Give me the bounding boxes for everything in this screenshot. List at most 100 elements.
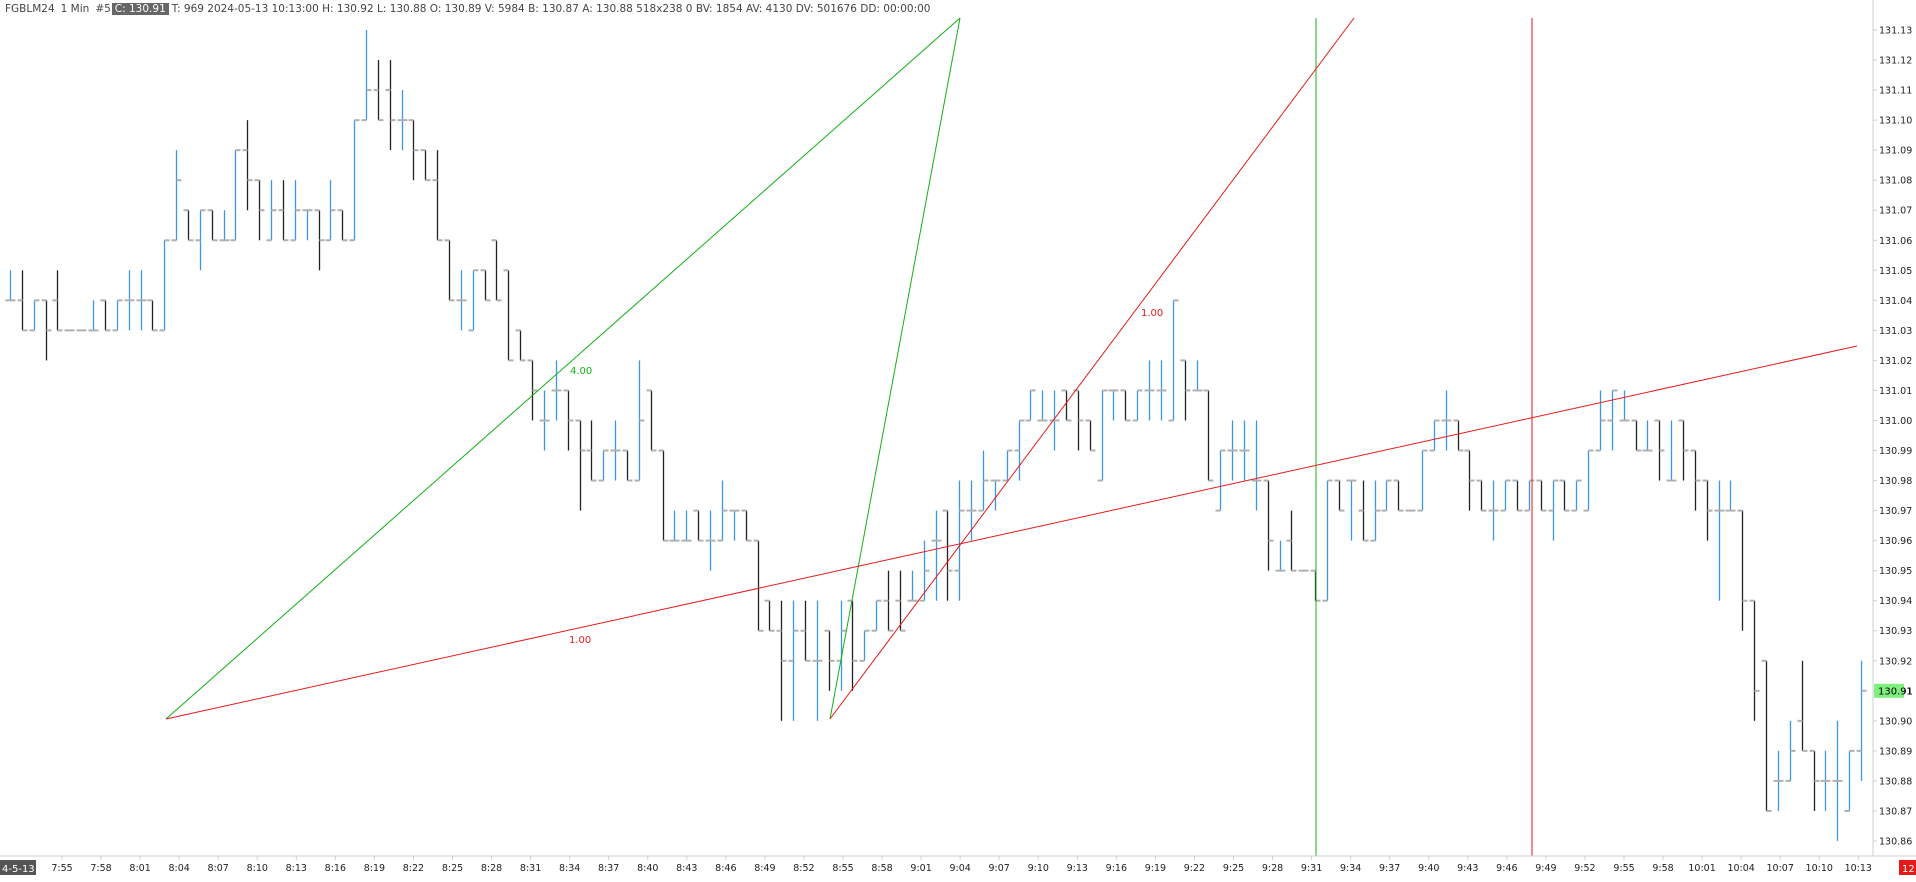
ohlc-bar — [1215, 449, 1226, 512]
ohlc-bar — [325, 180, 336, 242]
ohlc-bar — [1334, 479, 1345, 512]
x-tick-label: 8:49 — [754, 863, 775, 874]
ohlc-bar — [1049, 390, 1060, 451]
ohlc-bar — [1500, 479, 1511, 512]
ohlc-bar — [551, 360, 562, 421]
y-tick-label: 131.04 — [1879, 296, 1912, 307]
date-label: 4-5-13 — [2, 864, 35, 875]
y-tick-label: 131.13 — [1879, 26, 1912, 37]
ohlc-bar — [136, 270, 147, 331]
ohlc-bar — [1275, 540, 1286, 572]
y-tick-label: 131.08 — [1879, 176, 1912, 187]
x-tick-label: 8:01 — [129, 863, 150, 874]
x-tick-label: 9:52 — [1574, 863, 1595, 874]
x-tick-label: 9:58 — [1652, 863, 1673, 874]
x-tick-label: 8:13 — [286, 863, 307, 874]
ohlc-bar — [5, 270, 16, 302]
ohlc-bar — [1559, 479, 1570, 512]
x-tick-label: 10:13 — [1845, 863, 1872, 874]
ohlc-bars — [5, 30, 1867, 841]
red-trendline-shallow[interactable] — [165, 345, 1858, 720]
ohlc-bar — [1263, 479, 1274, 571]
ohlc-bar — [622, 449, 633, 482]
y-tick-label: 131.05 — [1879, 266, 1912, 277]
corner-badge: 12 — [1902, 864, 1915, 875]
drawing-objects[interactable]: 4.00 1.00 1.00 — [165, 17, 1858, 856]
y-tick-label: 130.96 — [1879, 536, 1912, 547]
green-trendline-steep[interactable] — [829, 17, 961, 720]
ohlc-bar — [1737, 509, 1748, 631]
ohlc-bar — [753, 539, 764, 632]
ohlc-bar — [29, 299, 40, 332]
green-trendline-up[interactable] — [165, 17, 961, 720]
ohlc-bar — [171, 150, 182, 242]
x-tick-label: 8:52 — [793, 863, 814, 874]
last-price-marker: 130.91 — [1874, 683, 1913, 698]
ohlc-bar — [1251, 420, 1262, 511]
x-tick-label: 9:49 — [1535, 863, 1556, 874]
y-axis-ticks: 131.13 131.12 131.11 131.10 131.09 131.08 131.… — [1873, 26, 1912, 847]
ohlc-bar — [610, 420, 621, 481]
symbol-label: FGBLM24 — [5, 2, 55, 15]
x-tick-label: 8:28 — [481, 863, 502, 874]
ohlc-bar — [361, 30, 372, 122]
ohlc-bar — [1085, 419, 1096, 452]
ohlc-bar — [931, 510, 942, 601]
x-tick-label: 9:28 — [1262, 863, 1283, 874]
ohlc-bar — [1192, 360, 1203, 392]
ohlc-bar — [1441, 390, 1452, 451]
ohlc-bar — [207, 209, 218, 242]
ohlc-bar — [729, 509, 740, 541]
ohlc-bar — [397, 90, 408, 151]
ohlc-bar — [1678, 419, 1689, 481]
ohlc-bar — [1144, 360, 1155, 421]
ohlc-bar — [1464, 449, 1475, 511]
ohlc-bar — [586, 420, 597, 482]
ohlc-bar — [444, 239, 455, 302]
ohlc-bar — [254, 179, 265, 241]
x-tick-label: 9:01 — [910, 863, 931, 874]
ohlc-bar — [1690, 449, 1701, 511]
ohlc-bar — [990, 479, 1001, 511]
ohlc-bar — [1002, 449, 1013, 482]
last-price-label: 130.91 — [1878, 686, 1913, 697]
y-tick-label: 130.98 — [1879, 476, 1912, 487]
bar-details: T: 969 2024-05-13 10:13:00 H: 130.92 L: … — [171, 2, 931, 15]
x-tick-label: 10:10 — [1806, 863, 1833, 874]
ohlc-bar — [634, 360, 645, 482]
ohlc-bar — [575, 419, 586, 511]
x-tick-label: 9:13 — [1067, 863, 1088, 874]
ohlc-bar — [1203, 389, 1214, 482]
ohlc-bar — [112, 299, 123, 332]
ohlc-bar — [883, 570, 894, 632]
ohlc-bar — [681, 510, 692, 542]
y-tick-label: 130.99 — [1879, 446, 1912, 457]
ohlc-bar — [563, 389, 574, 451]
ohlc-bar — [1856, 660, 1867, 781]
last-price-badge — [1874, 683, 1904, 698]
red-trendline-steep[interactable] — [829, 17, 1355, 720]
ohlc-bar — [1809, 749, 1820, 811]
ohlc-bar — [646, 389, 657, 452]
ohlc-bar — [1702, 479, 1713, 541]
ohlc-bar — [1820, 750, 1831, 811]
ohlc-bar — [1725, 480, 1736, 512]
y-tick-label: 131.09 — [1879, 146, 1912, 157]
y-tick-label: 131.03 — [1879, 326, 1912, 337]
ohlc-bar — [1476, 479, 1487, 512]
bar-index-label: #5 — [95, 2, 111, 15]
ohlc-bar — [1607, 389, 1618, 451]
interval-label: 1 Min — [60, 2, 90, 15]
ohlc-bar — [859, 629, 870, 662]
ohlc-bar — [824, 629, 835, 691]
ohlc-bar — [100, 299, 111, 332]
x-axis-ticks: 7:55 7:58 8:01 8:04 8:07 8:10 8:13 8:16 8:19 8:22… — [51, 856, 1872, 874]
ohlc-bar — [1666, 420, 1677, 482]
y-tick-label: 131.10 — [1879, 116, 1912, 127]
ohlc-bar — [1453, 419, 1464, 452]
ohlc-bar — [1595, 390, 1606, 452]
ohlc-bar — [1073, 389, 1084, 451]
ohlc-bar — [788, 600, 799, 721]
